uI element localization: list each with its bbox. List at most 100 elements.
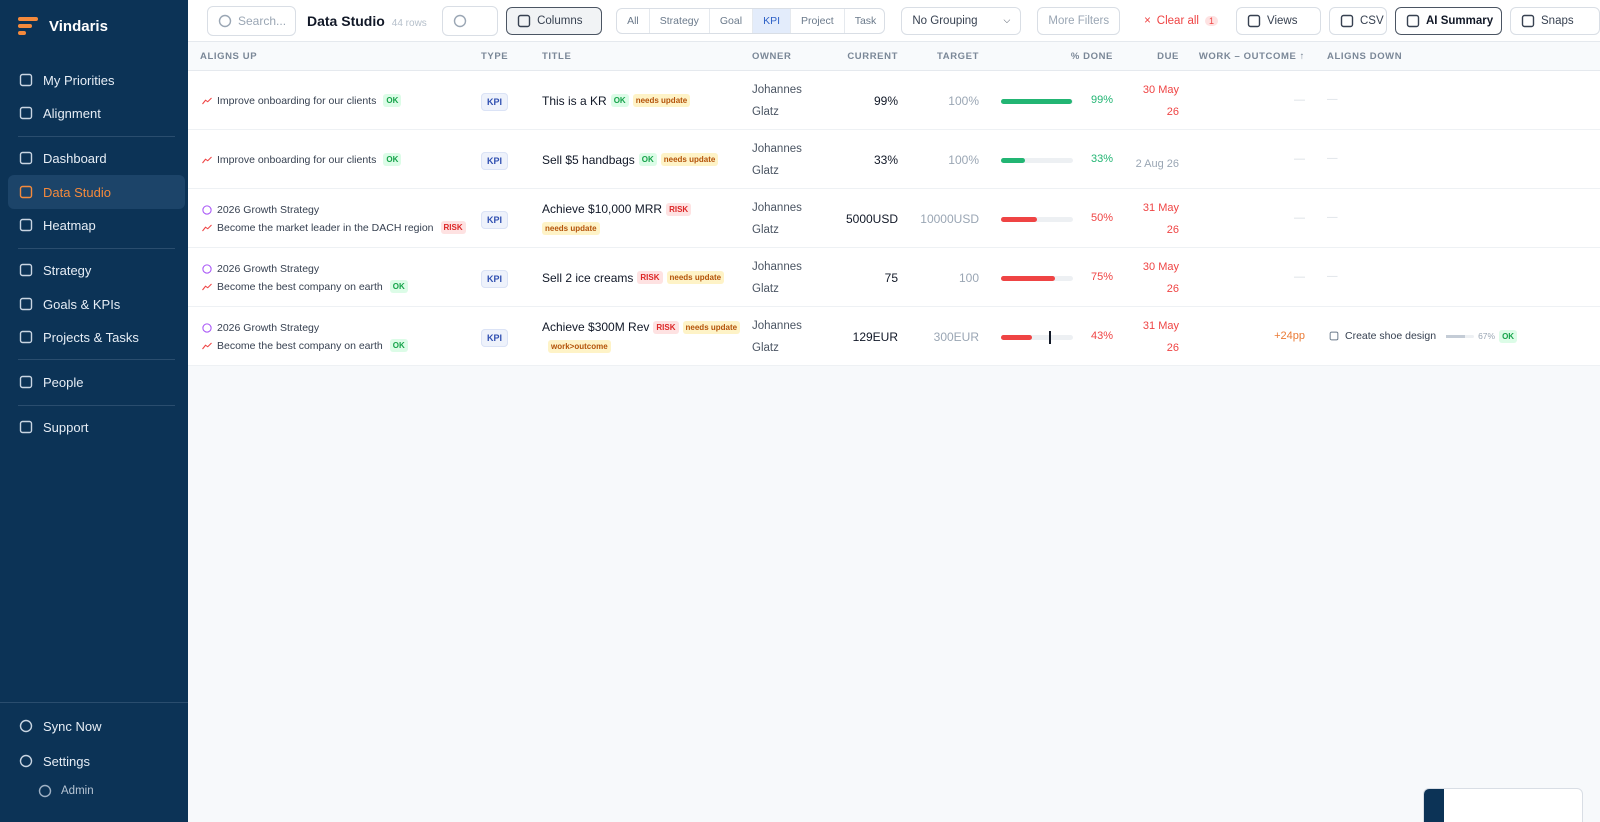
column-header[interactable]: % DONE	[1070, 51, 1113, 62]
aligns-up-text: 2026 Growth Strategy	[217, 321, 320, 334]
icon-glyph	[202, 224, 212, 231]
divider	[18, 405, 175, 406]
nav-item[interactable]: Support	[8, 410, 185, 444]
current: 75	[884, 271, 898, 285]
current: 33%	[873, 153, 898, 167]
type-tab[interactable]: Goal	[708, 8, 752, 33]
icon	[202, 281, 213, 292]
icon	[1340, 14, 1354, 28]
type-tab[interactable]: Project	[790, 8, 844, 33]
icon	[1521, 14, 1535, 28]
title-cell: Sell 2 ice creams RISK needs update	[542, 248, 742, 307]
aligns-down: —	[1327, 270, 1338, 282]
table-row[interactable]: Improve onboarding for our clients OK KPI S…	[188, 130, 1600, 189]
nav-item[interactable]: Data Studio	[8, 175, 185, 209]
done-label: 75%	[1090, 271, 1113, 283]
type-tab[interactable]: Task	[843, 8, 885, 33]
table-header: ALIGNS UP TYPE TITLE OWNER CURRENT TARGET % DO…	[188, 42, 1600, 71]
icon	[19, 375, 33, 389]
icon	[19, 330, 33, 344]
column-header[interactable]: TITLE	[542, 51, 572, 62]
clear-all[interactable]: × Clear all 1	[1134, 6, 1228, 35]
type-tab[interactable]: Strategy	[648, 8, 709, 33]
csv-button[interactable]: CSV	[1329, 6, 1387, 35]
work-outcome: —	[1294, 94, 1305, 106]
work-outcome: —	[1294, 153, 1305, 165]
current: 5000USD	[845, 212, 898, 226]
type-badge: KPI	[481, 329, 509, 347]
main: Search... Data Studio 44 rows Columns All Str…	[188, 0, 1600, 822]
column-header[interactable]: ALIGNS UP	[200, 51, 258, 62]
status-badge: RISK	[637, 271, 663, 284]
brand: Vindaris	[18, 17, 108, 35]
icon	[517, 14, 531, 28]
column-header[interactable]: DUE	[1157, 51, 1179, 62]
type-tab[interactable]: All	[627, 14, 639, 27]
icon-glyph	[19, 420, 33, 434]
table-row[interactable]: 2026 Growth Strategy Become the market le…	[188, 189, 1600, 248]
icon	[19, 73, 33, 87]
ai-summary-button[interactable]: AI Summary	[1395, 6, 1502, 35]
icon-glyph	[202, 342, 212, 349]
thumbnail-side	[1424, 789, 1444, 822]
aligns-up: Improve onboarding for our clients OK	[200, 130, 402, 189]
owner: Johannes Glatz	[752, 261, 802, 295]
status-badge: OK	[1499, 329, 1518, 343]
search-box[interactable]: Search...	[207, 5, 296, 36]
snapshot-button[interactable]: Snaps	[1510, 6, 1600, 35]
nav-item[interactable]: My Priorities	[8, 63, 185, 97]
target: 10000USD	[920, 212, 979, 226]
views-button[interactable]: Views	[1236, 6, 1321, 35]
column-header[interactable]: ALIGNS DOWN	[1327, 51, 1403, 62]
column-header[interactable]: CURRENT	[847, 51, 898, 62]
aligns-up: 2026 Growth Strategy Become the best comp…	[200, 307, 408, 366]
table-row[interactable]: Improve onboarding for our clients OK KPI T…	[188, 71, 1600, 130]
nav-item[interactable]: Heatmap	[8, 208, 185, 242]
table-row[interactable]: 2026 Growth Strategy Become the best comp…	[188, 248, 1600, 307]
icon-glyph	[453, 14, 467, 27]
nav-label: Dashboard	[43, 150, 107, 166]
grouping-select[interactable]: No Grouping ⌵	[901, 6, 1022, 35]
column-header[interactable]: TYPE	[481, 51, 509, 62]
more-filters[interactable]: More Filters	[1037, 6, 1121, 35]
quick-search[interactable]	[442, 5, 499, 36]
nav-item[interactable]: Alignment	[8, 96, 185, 130]
icon	[19, 106, 33, 120]
icon	[202, 322, 213, 333]
icon-glyph	[1340, 14, 1354, 27]
nav-item[interactable]: Dashboard	[8, 141, 185, 175]
status-badge: needs update	[660, 153, 719, 166]
aligns-up-text: 2026 Growth Strategy	[217, 203, 320, 216]
nav-item[interactable]: Projects & Tasks	[8, 320, 185, 354]
clear-count: 1	[1204, 15, 1218, 26]
role: Admin	[38, 784, 94, 798]
mini-bar	[1446, 334, 1465, 338]
columns-button[interactable]: Columns	[506, 6, 603, 35]
aligns-up-item: 2026 Growth Strategy	[200, 203, 466, 217]
status-badge: needs update	[542, 222, 600, 235]
icon-glyph	[218, 14, 232, 27]
nav-item[interactable]: Goals & KPIs	[8, 287, 185, 321]
icon-glyph	[202, 283, 212, 290]
mini-track	[1446, 334, 1475, 338]
type-tab[interactable]: KPI	[752, 8, 790, 33]
icon	[1406, 14, 1420, 28]
icon-glyph	[1329, 331, 1339, 341]
nav-item[interactable]: People	[8, 365, 185, 399]
column-header[interactable]: OWNER	[752, 51, 792, 62]
nav-item[interactable]: Sync Now	[8, 709, 185, 743]
row-count: 44 rows	[391, 17, 427, 29]
column-header[interactable]: TARGET	[937, 51, 979, 62]
views-button-label: Views	[1267, 14, 1298, 27]
aligns-up-text: Improve onboarding for our clients	[217, 94, 377, 107]
divider	[18, 136, 175, 137]
done-label: 50%	[1090, 212, 1113, 224]
nav-item[interactable]: Strategy	[8, 253, 185, 287]
table-row[interactable]: 2026 Growth Strategy Become the best comp…	[188, 307, 1600, 366]
csv-button-label: CSV	[1360, 14, 1384, 27]
nav-item[interactable]: Settings	[8, 744, 185, 778]
icon	[19, 754, 33, 768]
due: 31 May 26	[1142, 320, 1179, 354]
column-header[interactable]: WORK – OUTCOME ↑	[1198, 51, 1305, 62]
title-cell: Achieve $300M Rev RISK needs update work>ou…	[542, 307, 742, 366]
